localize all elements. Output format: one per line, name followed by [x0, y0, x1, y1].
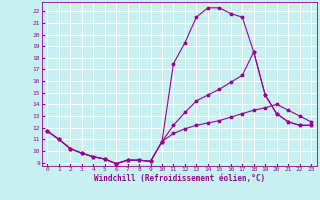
X-axis label: Windchill (Refroidissement éolien,°C): Windchill (Refroidissement éolien,°C): [94, 174, 265, 183]
